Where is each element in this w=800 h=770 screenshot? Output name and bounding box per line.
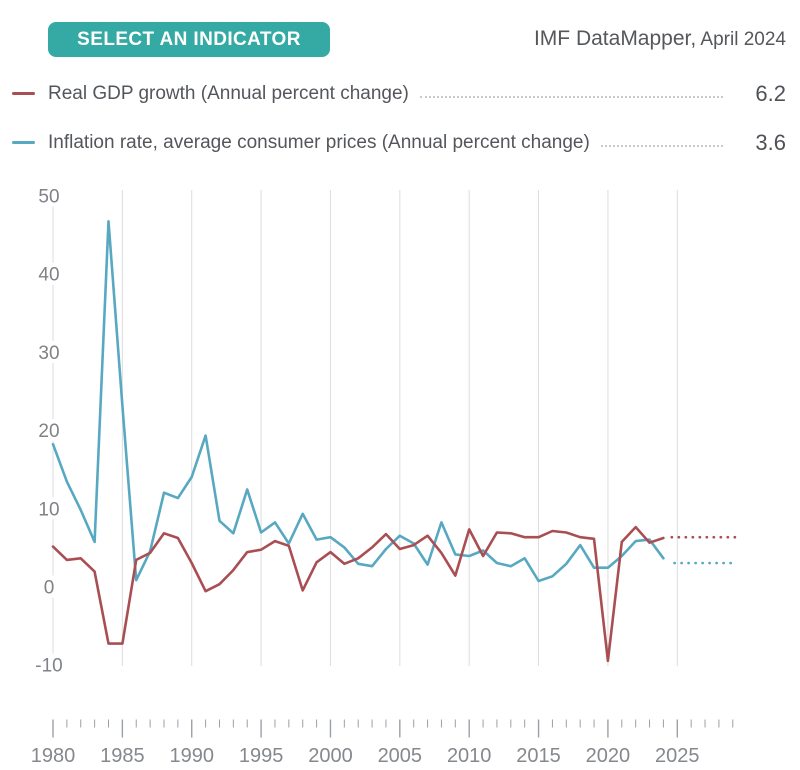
x-axis-tick-label: 1995 <box>239 745 284 767</box>
x-axis-tick-label: 1990 <box>169 745 214 767</box>
datamapper-attribution: IMF DataMapper, April 2024 <box>534 27 786 51</box>
y-axis-tick-label: 50 <box>38 187 59 208</box>
x-axis-ruler <box>52 719 734 738</box>
legend-label-gdp: Real GDP growth (Annual percent change) <box>48 82 409 104</box>
legend-item-inflation[interactable]: Inflation rate, average consumer prices … <box>12 129 786 156</box>
x-axis-tick-label: 2010 <box>447 745 492 767</box>
series-line-inflation[interactable] <box>51 220 665 583</box>
legend-leader-inflation <box>600 145 723 147</box>
x-axis-tick-label: 2025 <box>655 745 700 767</box>
x-axis-labels: 1980 1985 1990 1995 2000 2005 2010 2015 2020 2025 <box>31 745 700 767</box>
x-axis-tick-label: 1985 <box>100 745 145 767</box>
y-axis-tick-label: 20 <box>38 421 59 442</box>
y-axis-tick-label: 0 <box>44 578 55 599</box>
x-axis-tick-label: 2020 <box>586 745 631 767</box>
y-axis-tick-label: 10 <box>38 499 59 520</box>
y-axis-tick-label: -10 <box>35 656 62 677</box>
legend-label-inflation: Inflation rate, average consumer prices … <box>48 131 590 153</box>
legend-value-inflation: 3.6 <box>755 129 786 155</box>
x-axis-tick-label: 2015 <box>516 745 561 767</box>
legend-item-gdp[interactable]: Real GDP growth (Annual percent change) … <box>12 80 786 107</box>
legend-leader-gdp <box>419 96 723 98</box>
inflation-line-swatch <box>12 141 35 144</box>
legend-value-gdp: 6.2 <box>755 80 786 106</box>
gridlines <box>52 190 678 666</box>
y-axis-tick-label: 30 <box>38 343 59 364</box>
select-indicator-button[interactable]: SELECT AN INDICATOR <box>48 22 330 57</box>
y-axis-labels: 50 40 30 20 10 0 -10 <box>28 184 70 677</box>
attribution-brand: IMF DataMapper, <box>533 27 697 50</box>
gdp-line-swatch <box>12 92 35 95</box>
attribution-date: April 2024 <box>696 29 786 50</box>
y-axis-tick-label: 40 <box>38 265 59 286</box>
series-line-gdp[interactable] <box>51 525 665 663</box>
x-axis-tick-label: 2000 <box>308 745 353 767</box>
x-axis-tick-label: 1980 <box>31 745 76 767</box>
x-axis-tick-label: 2005 <box>378 745 423 767</box>
